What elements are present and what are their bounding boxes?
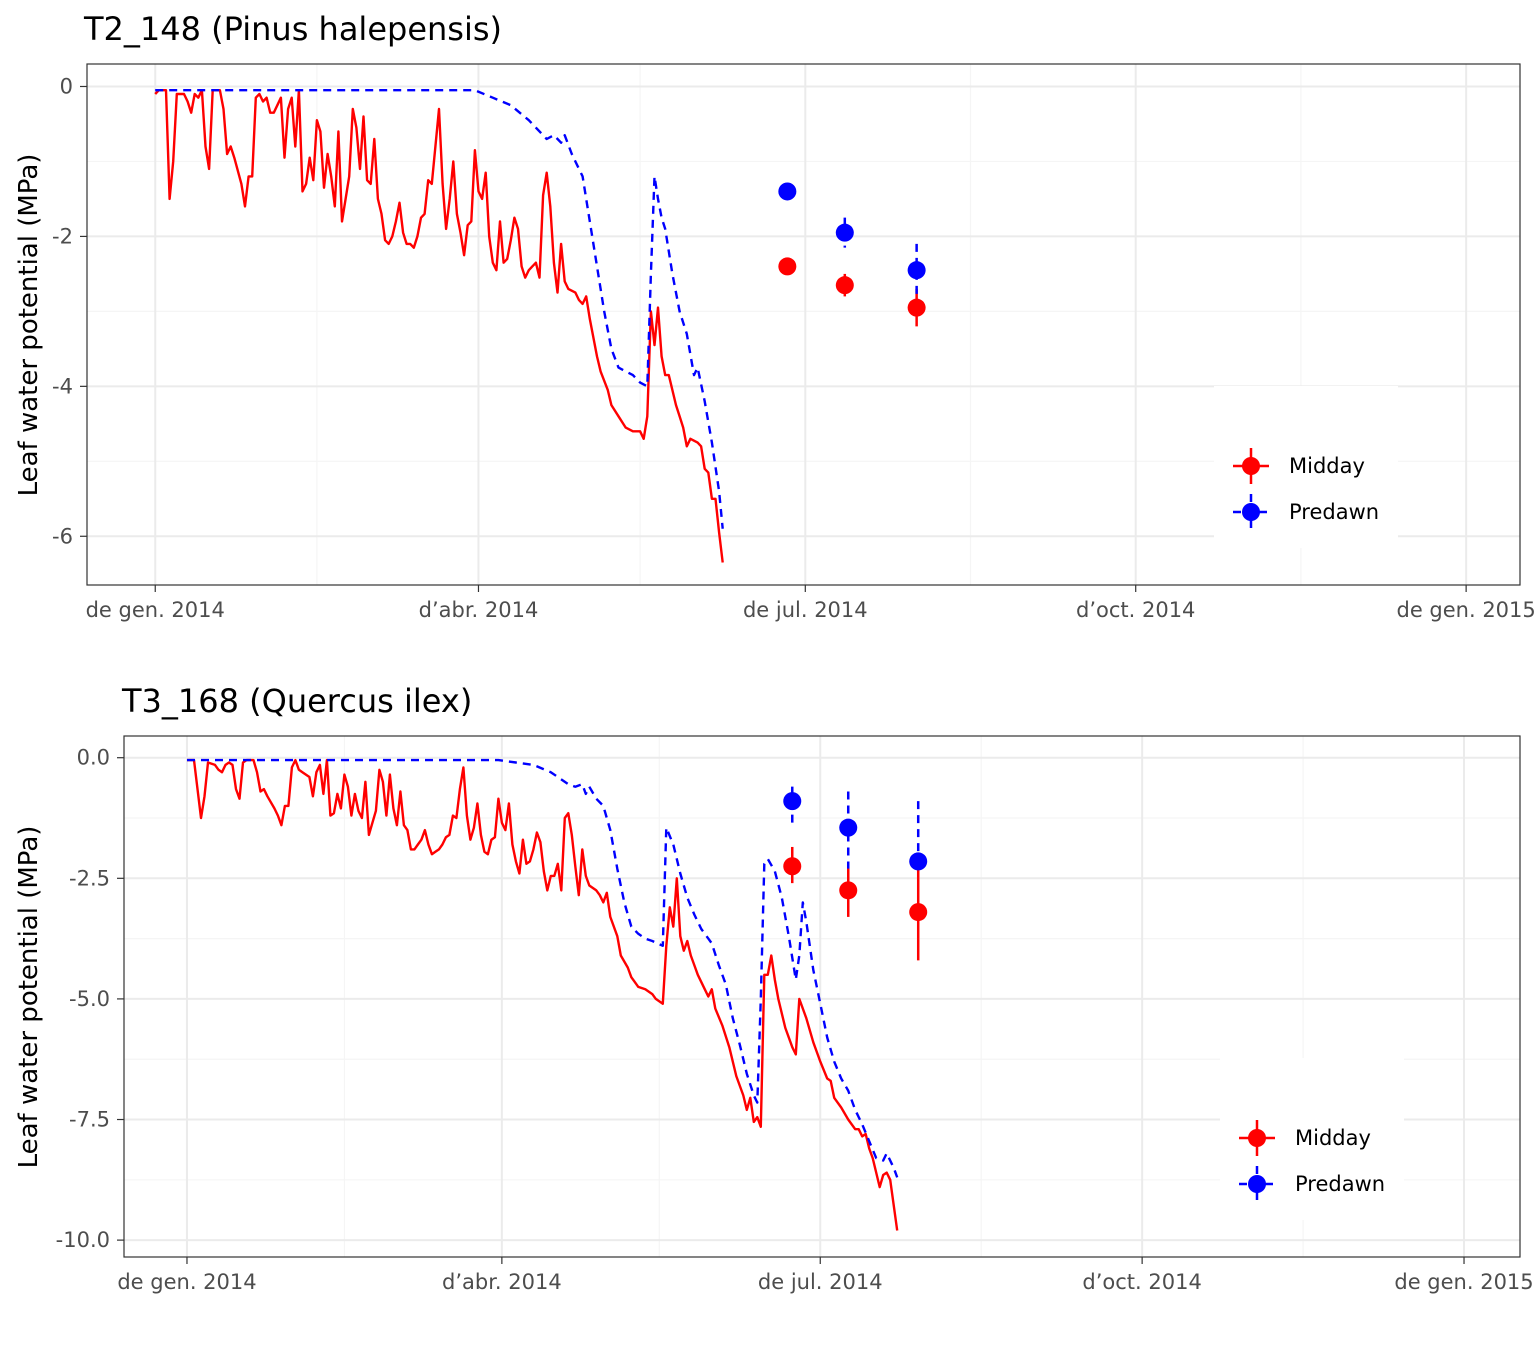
y-ticks: 0 -2 -4 -6 [52,74,87,548]
y-tick-label: -5.0 [69,987,110,1011]
legend-label-predawn: Predawn [1295,1172,1385,1196]
series-lines [154,89,724,563]
legend-label-midday: Midday [1295,1126,1371,1150]
x-tick-label: d’oct. 2014 [1076,598,1195,622]
series-lines [187,758,899,1231]
x-ticks: de gen. 2014 d’abr. 2014 de jul. 2014 d’oct… [117,1257,1534,1294]
y-tick-label: -10.0 [56,1228,110,1252]
legend-key-midday [1239,1120,1275,1156]
panel-border [123,735,1521,1258]
legend: Midday Predawn [1214,386,1398,548]
point-marks [783,786,928,961]
grid [87,64,1520,585]
point-midday [839,881,858,900]
legend-label-midday: Midday [1289,454,1365,478]
x-ticks: de gen. 2014 d’abr. 2014 de jul. 2014 d’oct… [86,585,1536,622]
legend-key-predawn [1233,494,1269,530]
x-tick-label: d’abr. 2014 [419,598,539,622]
point-predawn [839,818,858,837]
legend-label-predawn: Predawn [1289,500,1379,524]
x-tick-label: de gen. 2014 [117,1270,256,1294]
legend-key-midday [1233,448,1269,484]
y-tick-label: -2 [52,224,73,248]
y-tick-label: -4 [52,374,73,398]
point-midday [778,257,797,276]
y-tick-label: -6 [52,524,73,548]
panel-border [86,63,1521,586]
legend: Midday Predawn [1220,1058,1404,1220]
point-predawn [907,261,926,280]
series-line-predawn [187,758,899,1178]
x-tick-label: de jul. 2014 [758,1270,883,1294]
x-tick-label: de gen. 2014 [86,598,225,622]
legend-key-predawn [1239,1166,1275,1202]
point-predawn [778,182,797,201]
point-predawn [835,223,854,242]
panel-title: T3_168 (Quercus ilex) [121,682,472,720]
panel-title: T2_148 (Pinus halepensis) [83,10,502,48]
point-midday [835,276,854,295]
point-predawn [909,852,928,871]
x-tick-label: d’abr. 2014 [442,1270,562,1294]
panel-pinus: T2_148 (Pinus halepensis) Leaf water pot… [14,10,1536,622]
y-ticks: 0.0 -2.5 -5.0 -7.5 -10.0 [56,746,124,1252]
point-predawn [783,792,802,811]
y-tick-label: -7.5 [69,1108,110,1132]
x-tick-label: d’oct. 2014 [1082,1270,1201,1294]
panel-quercus: T3_168 (Quercus ilex) Leaf water potenti… [14,682,1534,1294]
x-tick-label: de gen. 2015 [1396,598,1535,622]
point-midday [907,298,926,317]
x-tick-label: de jul. 2014 [743,598,868,622]
point-marks [778,182,926,327]
y-tick-label: 0 [60,74,73,98]
y-axis-label: Leaf water potential (MPa) [14,154,44,497]
point-midday [783,857,802,876]
series-line-predawn [155,89,724,529]
series-line-midday [154,89,724,563]
y-axis-label: Leaf water potential (MPa) [14,826,44,1169]
series-line-midday [187,758,899,1231]
x-tick-label: de gen. 2015 [1394,1270,1533,1294]
point-midday [909,903,928,922]
y-tick-label: -2.5 [69,866,110,890]
y-tick-label: 0.0 [77,746,110,770]
